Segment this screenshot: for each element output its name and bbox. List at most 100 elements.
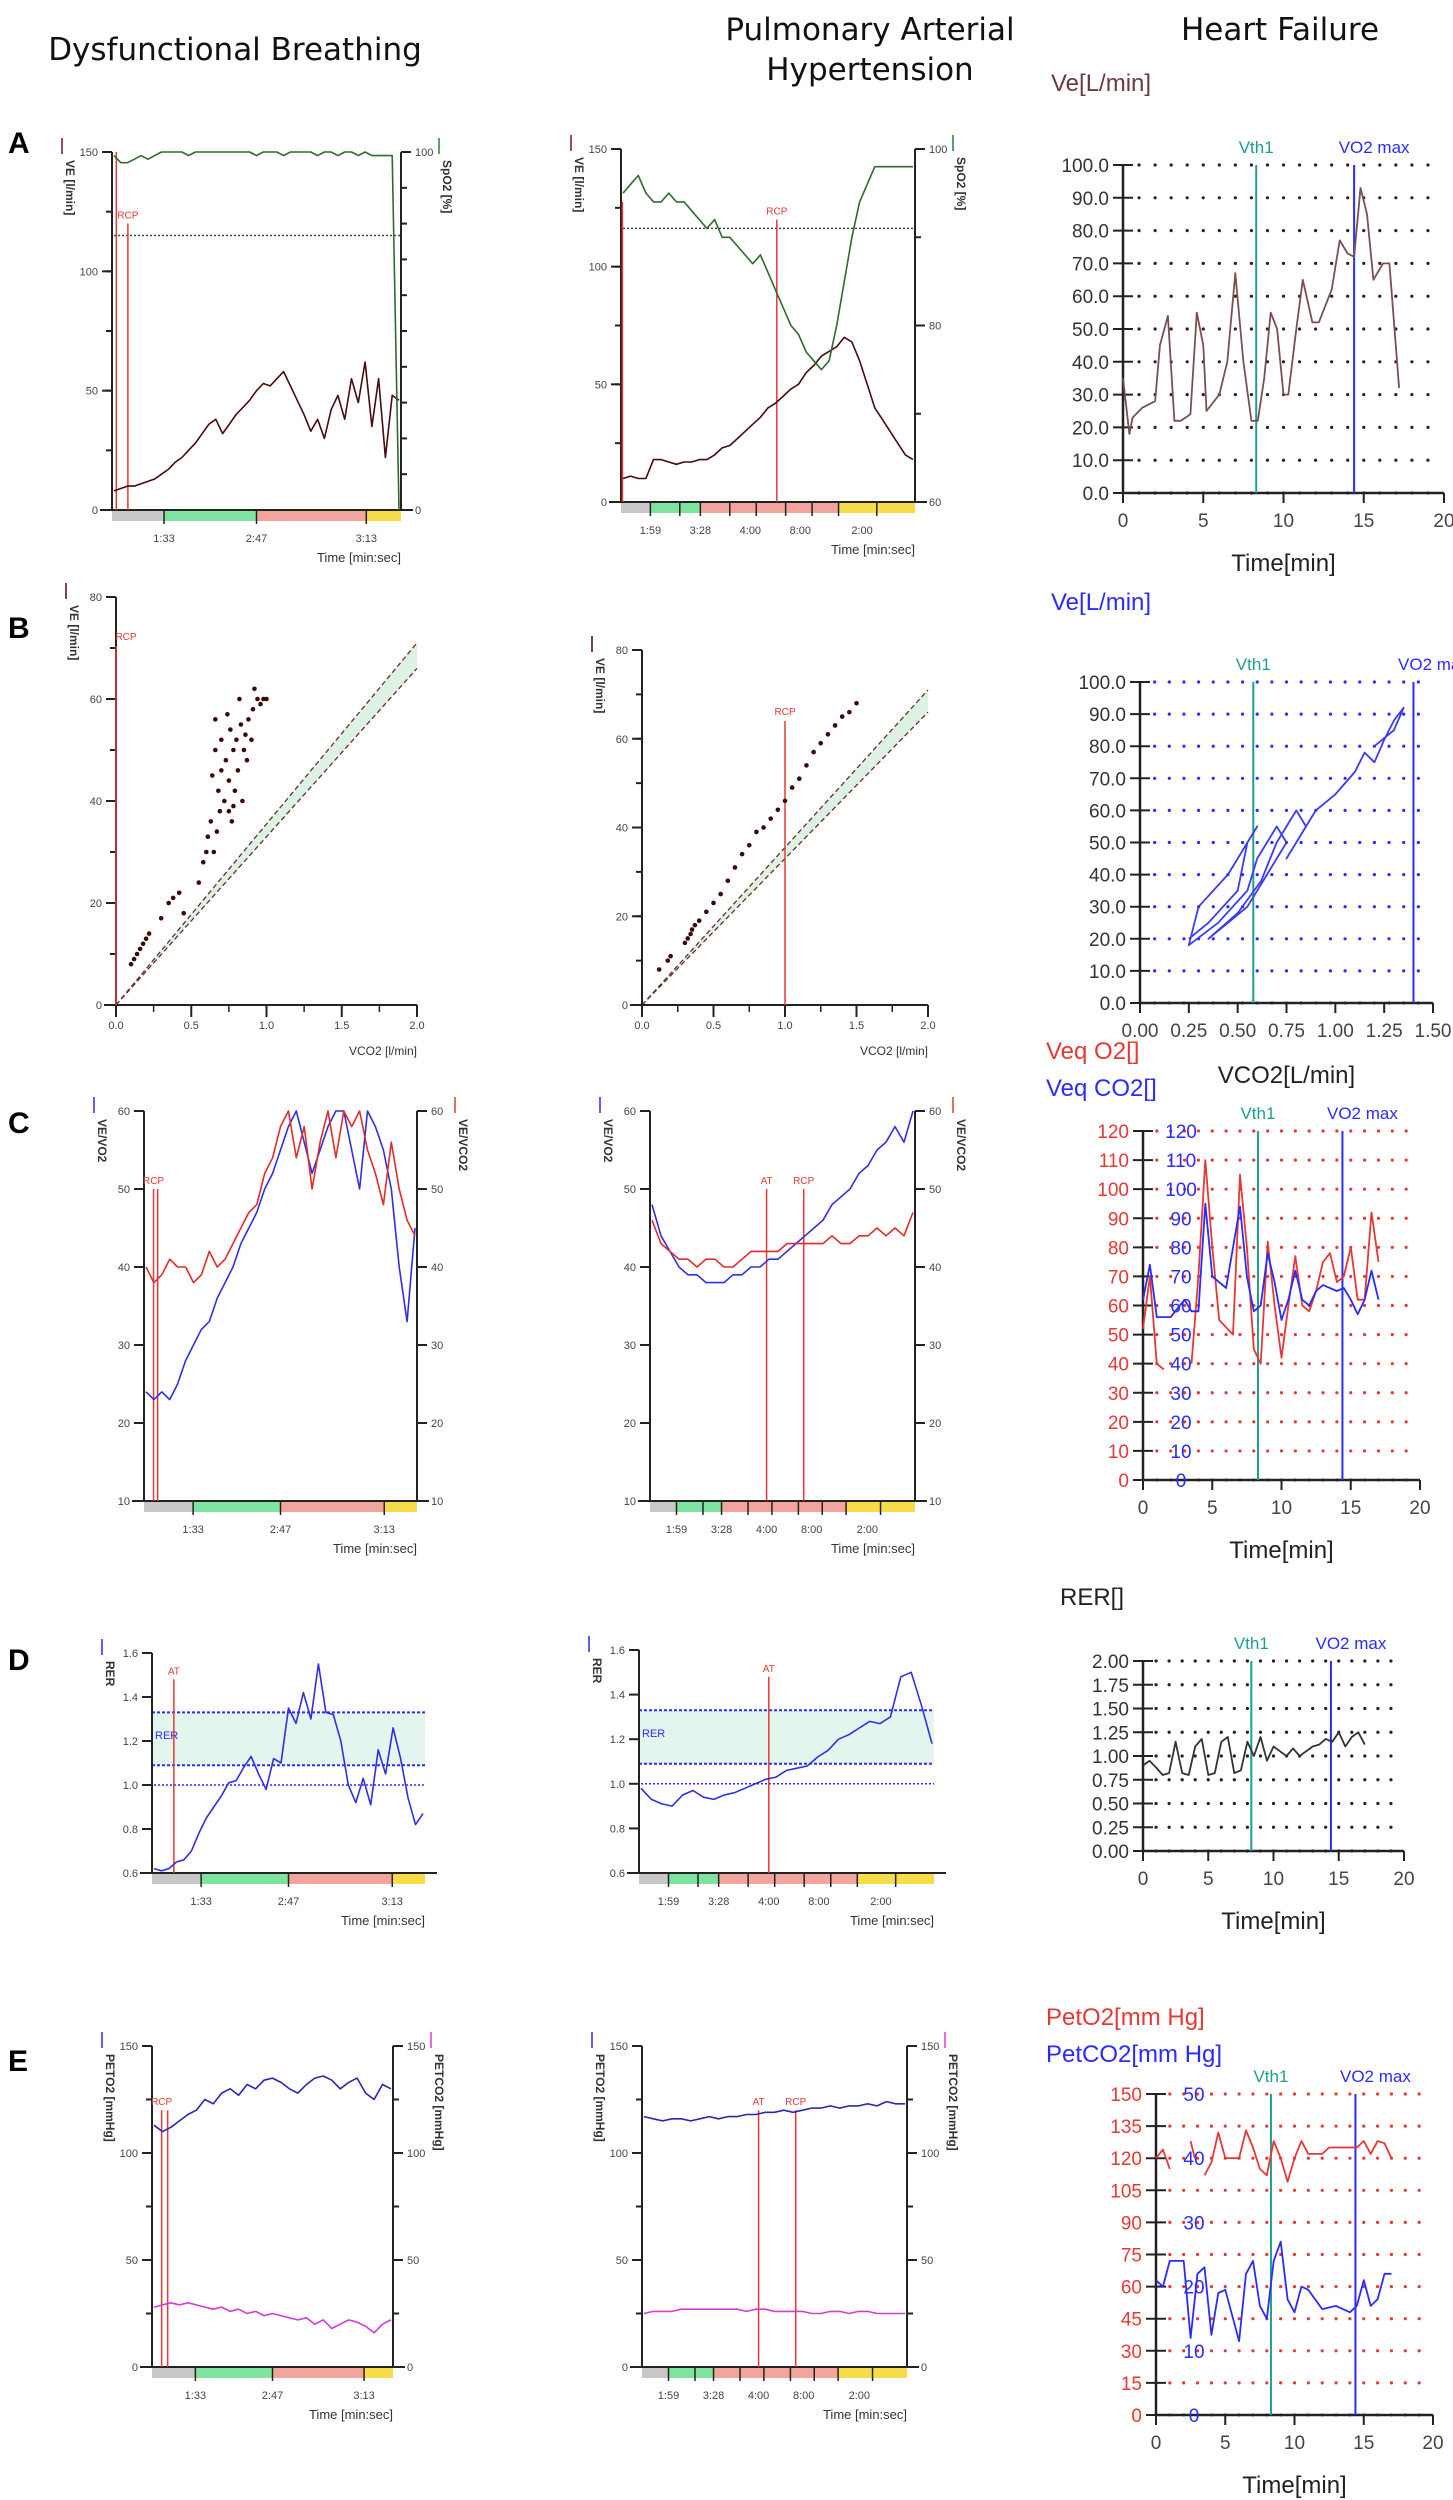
y-tick-label: 50.0	[1072, 320, 1109, 341]
grid-dot	[1167, 1754, 1171, 1758]
grid-dot	[1330, 196, 1334, 200]
y-tick-label: 150	[120, 2041, 138, 2053]
grid-dot	[1217, 163, 1221, 167]
grid-dot	[1168, 2381, 1172, 2385]
event-marker-label: AT	[753, 2097, 765, 2108]
grid-dot	[1394, 458, 1398, 462]
grid-dot	[1219, 1659, 1223, 1663]
chart-b-pah: 0 20 40 60 80 VE [l/min] 0.0 0.5 1.0 1.5 2.0 VCO2 […	[591, 636, 936, 1058]
grid-dot	[1363, 1825, 1367, 1829]
grid-dot	[1284, 1801, 1289, 1806]
grid-dot	[1363, 1754, 1367, 1758]
column-header-pah: Pulmonary Arterial Hypertension	[650, 10, 1090, 90]
grid-dot	[1378, 425, 1382, 429]
series-line-0	[643, 2100, 905, 2122]
grid-dot	[1403, 2381, 1407, 2385]
grid-dot	[1299, 808, 1303, 813]
event-marker-label: AT	[761, 1176, 773, 1187]
grid-dot	[1265, 2188, 1269, 2192]
grid-dot	[1224, 1391, 1228, 1395]
grid-dot	[1251, 2381, 1255, 2385]
grid-dot	[1349, 1216, 1353, 1220]
grid-dot	[1137, 196, 1141, 200]
grid-dot	[1223, 2092, 1227, 2096]
grid-dot	[1335, 1303, 1339, 1308]
grid-dots	[1168, 2092, 1421, 2417]
grid-dot	[1167, 1659, 1171, 1663]
grid-dot	[1195, 2220, 1200, 2224]
series-line-0	[153, 2075, 392, 2133]
grid-dot	[1210, 1362, 1214, 1366]
data-point	[228, 727, 233, 732]
grid-dot	[1155, 1187, 1159, 1191]
grid-dot	[1169, 1245, 1173, 1249]
grid-dot	[1358, 840, 1362, 845]
grid-dot	[1324, 1659, 1328, 1663]
grid-dot	[1358, 808, 1362, 813]
x-tick-label: 10	[1271, 1498, 1292, 1519]
grid-dot	[1258, 1659, 1263, 1663]
grid-dot	[1169, 1129, 1173, 1133]
grid-dot	[1298, 1730, 1302, 1734]
chart-a-db: 0 50 100 150 0 100 VE [l/min] SpO2 [%] 1:33 2:47 3…	[61, 138, 454, 565]
y-tick-label: 10.0	[1072, 451, 1109, 472]
grid-dot	[1209, 2349, 1213, 2353]
y-tick-label: 0	[92, 505, 98, 517]
grid-dot	[1378, 327, 1382, 331]
data-point	[243, 732, 248, 737]
threshold-label: Vth1	[1253, 2067, 1288, 2086]
grid-dot	[1169, 196, 1173, 200]
grid-dot	[1196, 1332, 1200, 1337]
grid-dot	[1306, 2317, 1310, 2321]
grid-dot	[1237, 2317, 1241, 2321]
grid-dot	[1266, 1362, 1270, 1366]
grid-dot	[1219, 1730, 1223, 1734]
grid-dot	[1209, 2092, 1213, 2096]
grid-dot	[1298, 1706, 1302, 1711]
grid-dot	[1292, 2220, 1297, 2224]
grid-dot	[1281, 196, 1286, 200]
grid-dot	[1417, 2092, 1421, 2096]
grid-dot	[1196, 1216, 1200, 1220]
grid-dot	[1321, 1449, 1325, 1453]
data-point	[854, 700, 859, 706]
grid-dot	[1224, 1303, 1228, 1308]
series-line-0	[1122, 187, 1400, 435]
grid-dot	[1307, 1245, 1311, 1249]
y2-tick-label: 50	[921, 2255, 933, 2267]
grid-dot	[1182, 905, 1186, 909]
data-point	[811, 749, 816, 755]
y-tick-label: 1.4	[123, 1692, 138, 1704]
data-point	[685, 936, 691, 941]
grid-dot	[1299, 776, 1303, 780]
y-tick-label: 0	[132, 2362, 138, 2374]
grid-dot	[1185, 360, 1189, 364]
grid-dot	[1387, 712, 1391, 716]
grid-dot	[1182, 1420, 1187, 1424]
data-point	[134, 951, 140, 957]
grid-dot	[1255, 680, 1259, 684]
y-tick-label: 150	[610, 2041, 628, 2053]
phase-bar-segment	[195, 2368, 273, 2378]
grid-dot	[1343, 937, 1347, 941]
grid-dot	[1252, 1158, 1256, 1162]
x-tick-label: 1.5	[849, 1020, 864, 1032]
grid-dot	[1265, 261, 1270, 265]
grid-dot	[1372, 680, 1376, 684]
grid-dot	[1210, 1187, 1214, 1191]
grid-dot	[1245, 1706, 1249, 1711]
grid-dot	[1337, 1659, 1341, 1663]
grid-dot	[1372, 808, 1376, 813]
band-label: RER	[155, 1730, 178, 1742]
grid-dot	[1376, 1216, 1381, 1220]
y-tick-label: 60	[624, 1106, 636, 1118]
y-tick-label: 40	[624, 1262, 636, 1274]
grid-dot	[1180, 1754, 1184, 1758]
grid-dot	[1299, 680, 1303, 684]
x-tick-label: 1:33	[185, 2390, 206, 2402]
x-tick-label: 1.5	[334, 1020, 349, 1032]
grid-dot	[1358, 680, 1362, 684]
event-marker-label: RCP	[766, 207, 787, 218]
grid-dot	[1206, 1683, 1210, 1687]
grid-dot	[1328, 680, 1333, 684]
